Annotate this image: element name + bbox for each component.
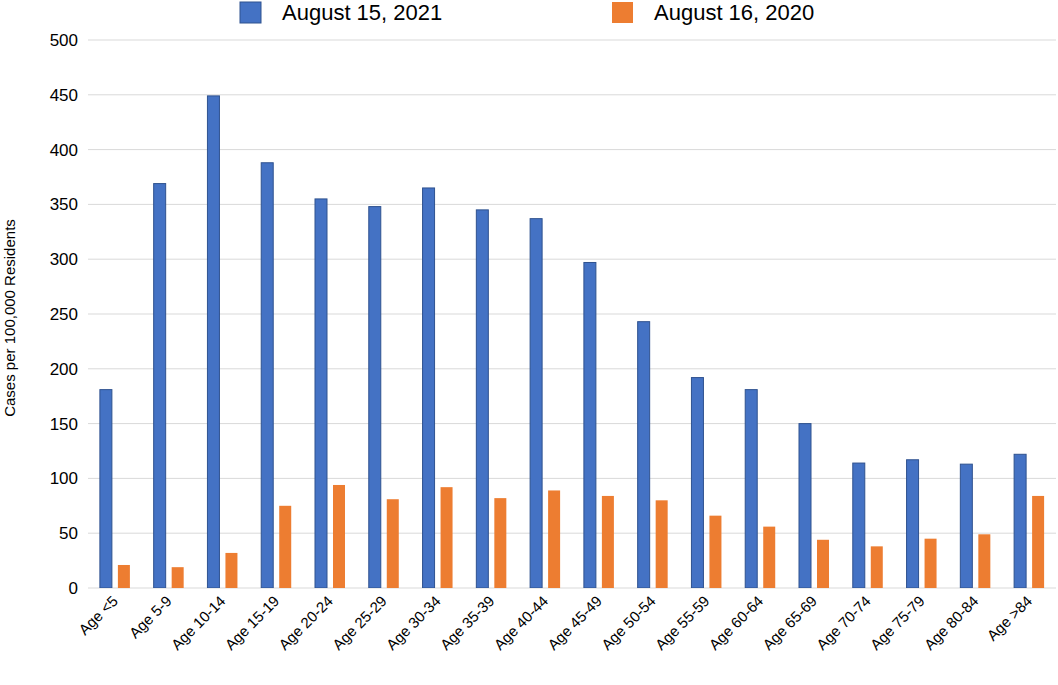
- grid-line: [88, 40, 1056, 41]
- grid-line: [88, 94, 1056, 95]
- bar: [763, 527, 775, 588]
- legend-swatch: [240, 2, 261, 23]
- x-tick-label: Age 25-29: [329, 592, 390, 653]
- x-tick-label: Age 55-59: [652, 592, 713, 653]
- bar: [207, 96, 219, 588]
- x-tick-label: Age 60-64: [705, 592, 766, 653]
- x-tick-label: Age 70-74: [813, 592, 874, 653]
- y-tick-label: 250: [50, 305, 78, 324]
- y-tick-label: 300: [50, 250, 78, 269]
- x-tick-label: Age 80-84: [920, 592, 981, 653]
- bar: [476, 210, 488, 588]
- bar: [261, 163, 273, 588]
- bar: [745, 390, 757, 588]
- legend-label: August 15, 2021: [282, 0, 442, 25]
- x-tick-label: Age 75-79: [867, 592, 928, 653]
- bar: [907, 460, 919, 588]
- bar: [960, 464, 972, 588]
- y-axis: 0 50 100 150 200 250 300 350 400 450 500: [50, 31, 78, 598]
- x-tick-label: Age 30-34: [383, 592, 444, 653]
- x-tick-label: Age 45-49: [544, 592, 605, 653]
- bar: [423, 188, 435, 588]
- bar: [817, 540, 829, 588]
- y-axis-label: Cases per 100,000 Residents: [1, 219, 18, 417]
- bar: [638, 322, 650, 588]
- bar: [691, 378, 703, 588]
- bar: [441, 487, 453, 588]
- grid: [88, 40, 1056, 588]
- bar: [118, 565, 130, 588]
- y-tick-label: 500: [50, 31, 78, 50]
- bar: [799, 424, 811, 588]
- grid-line: [88, 314, 1056, 315]
- grid-line: [88, 149, 1056, 150]
- y-tick-label: 350: [50, 195, 78, 214]
- bar: [494, 498, 506, 588]
- bar: [315, 199, 327, 588]
- x-tick-label: Age >84: [983, 592, 1035, 644]
- bars: [100, 96, 1044, 588]
- grid-line: [88, 423, 1056, 424]
- x-tick-label: Age <5: [75, 592, 121, 638]
- bar: [602, 496, 614, 588]
- x-tick-label: Age 35-39: [436, 592, 497, 653]
- grid-line: [88, 204, 1056, 205]
- bar: [925, 539, 937, 588]
- bar: [548, 490, 560, 588]
- y-tick-label: 150: [50, 415, 78, 434]
- x-tick-label: Age 65-69: [759, 592, 820, 653]
- bar: [100, 390, 112, 588]
- bar: [387, 499, 399, 588]
- bar: [225, 553, 237, 588]
- bar: [853, 463, 865, 588]
- bar: [369, 207, 381, 588]
- y-tick-label: 50: [59, 524, 78, 543]
- x-tick-label: Age 50-54: [598, 592, 659, 653]
- y-tick-label: 400: [50, 141, 78, 160]
- bar: [279, 506, 291, 588]
- chart-container: 0 50 100 150 200 250 300 350 400 450 500 Cases per …: [0, 0, 1058, 685]
- bar: [1014, 454, 1026, 588]
- x-tick-label: Age 20-24: [275, 592, 336, 653]
- bar: [154, 184, 166, 588]
- bar: [1032, 496, 1044, 588]
- x-tick-label: Age 15-19: [221, 592, 282, 653]
- x-tick-label: Age 10-14: [168, 592, 229, 653]
- x-tick-label: Age 40-44: [490, 592, 551, 653]
- bar: [656, 500, 668, 588]
- bar: [530, 219, 542, 588]
- bar: [584, 262, 596, 588]
- grid-line: [88, 259, 1056, 260]
- bar: [333, 485, 345, 588]
- bar: [709, 516, 721, 588]
- bar: [172, 567, 184, 588]
- grid-line: [88, 368, 1056, 369]
- x-axis: Age <5Age 5-9Age 10-14Age 15-19Age 20-24…: [75, 592, 1035, 653]
- x-tick-label: Age 5-9: [126, 592, 175, 641]
- bar: [978, 534, 990, 588]
- bar: [871, 546, 883, 588]
- y-tick-label: 450: [50, 86, 78, 105]
- legend: August 15, 2021 August 16, 2020: [240, 0, 814, 25]
- y-tick-label: 200: [50, 360, 78, 379]
- chart-svg: 0 50 100 150 200 250 300 350 400 450 500 Cases per …: [0, 0, 1058, 685]
- legend-label: August 16, 2020: [654, 0, 814, 25]
- y-tick-label: 0: [69, 579, 78, 598]
- y-tick-label: 100: [50, 469, 78, 488]
- legend-swatch: [612, 2, 633, 23]
